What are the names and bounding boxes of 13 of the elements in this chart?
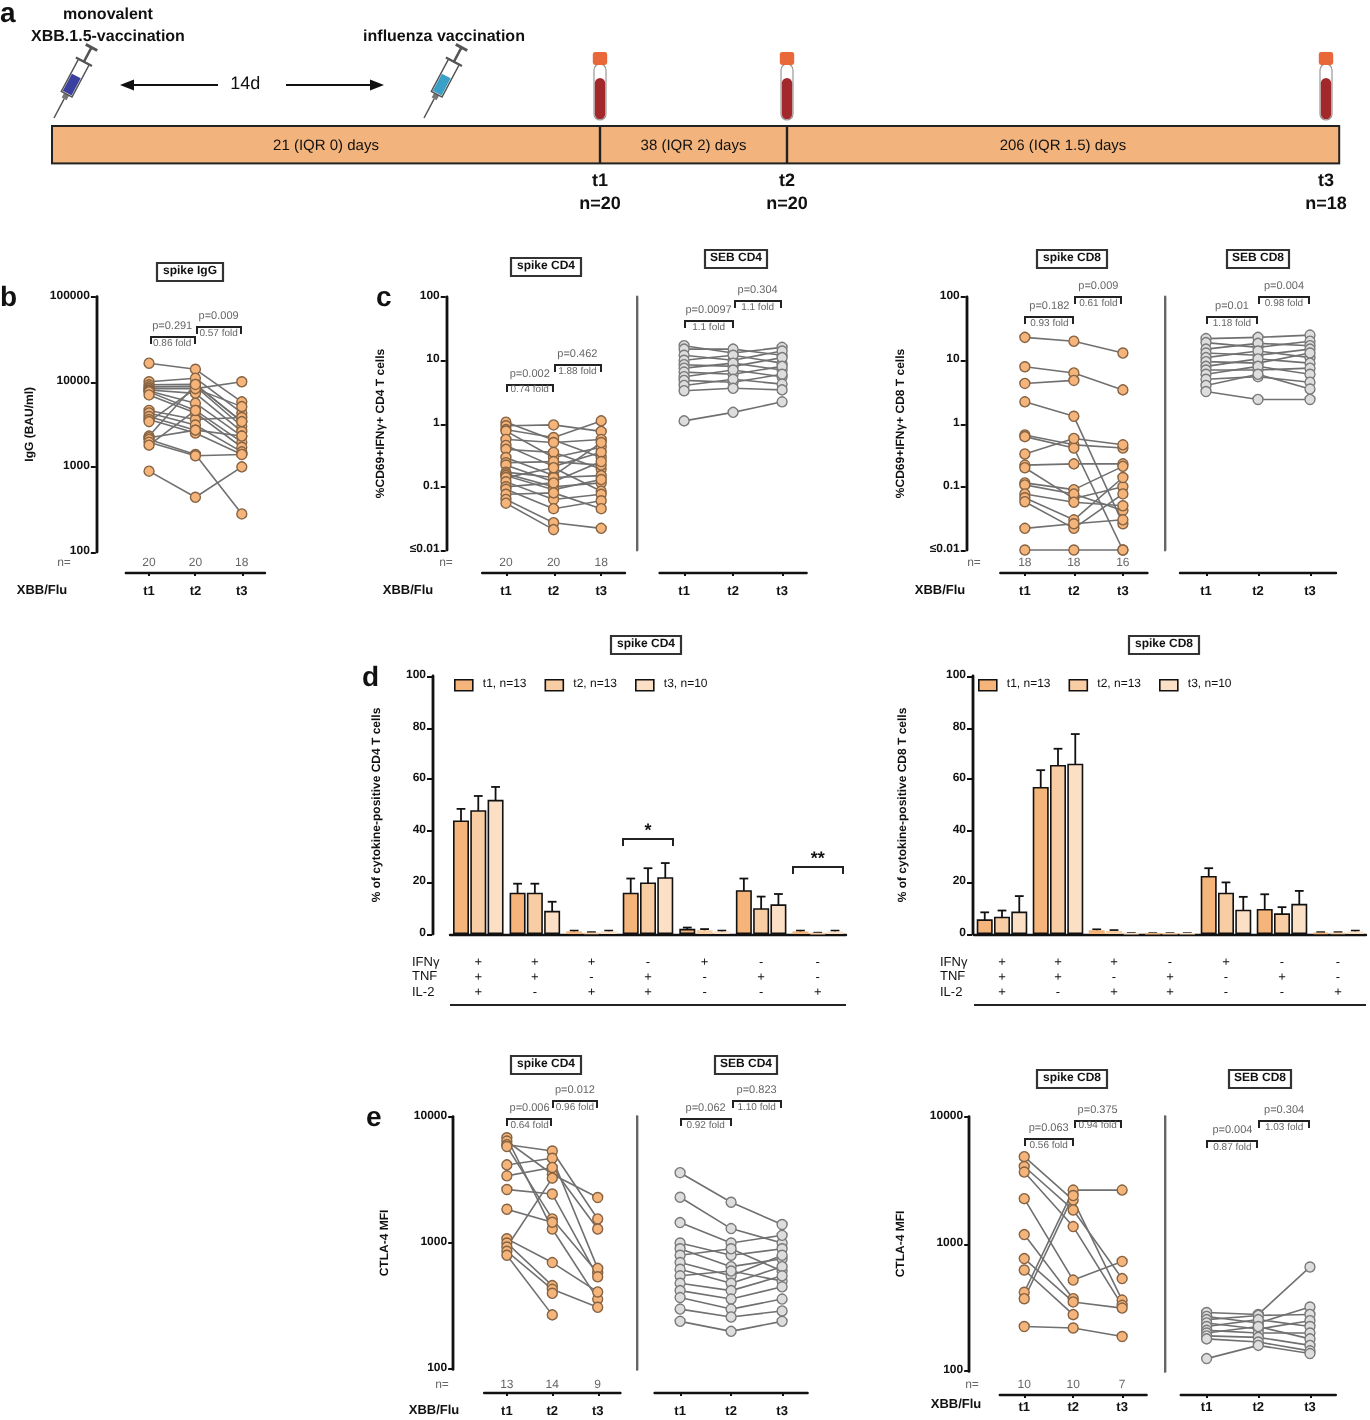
annotation: * [644, 820, 652, 840]
text: d [362, 660, 380, 692]
text: c [376, 280, 392, 312]
text: a [0, 0, 16, 28]
text: b [0, 280, 18, 312]
text: t1 n=20 [579, 170, 621, 213]
text: monovalent XBB.1.5-vaccination [31, 5, 186, 45]
text: t2 n=20 [766, 170, 808, 213]
text: t3 n=18 [1305, 170, 1347, 213]
text: 14d [230, 73, 261, 93]
annotation: ** [810, 848, 825, 868]
text: influenza vaccination [363, 27, 526, 45]
text: e [366, 1100, 382, 1132]
